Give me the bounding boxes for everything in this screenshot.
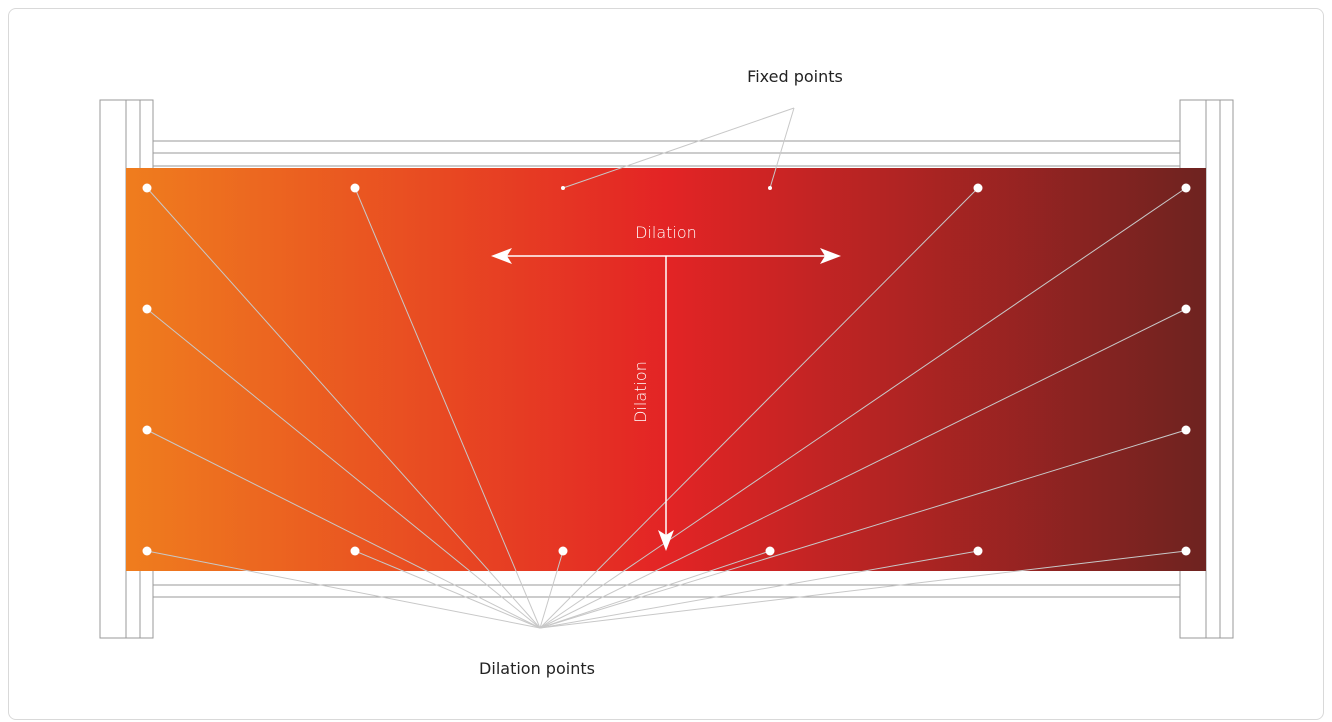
fixed-point xyxy=(768,186,772,190)
dilation-leader-lines xyxy=(146,187,1187,629)
dilation-point xyxy=(350,546,360,556)
dilation-point xyxy=(142,183,152,193)
dilation-point xyxy=(765,546,775,556)
dilation-point xyxy=(1181,183,1191,193)
dilation-point xyxy=(1181,304,1191,314)
dilation-points xyxy=(142,183,1191,556)
vertical-dilation-arrow xyxy=(658,256,674,551)
dilation-point xyxy=(142,425,152,435)
fixed-points xyxy=(561,186,772,190)
fixed-points-label: Fixed points xyxy=(747,67,843,86)
dilation-point xyxy=(973,183,983,193)
dilation-points-label: Dilation points xyxy=(479,659,595,678)
dilation-point xyxy=(973,546,983,556)
dilation-point xyxy=(1181,546,1191,556)
dilation-horizontal-label: Dilation xyxy=(635,223,697,242)
dilation-point xyxy=(558,546,568,556)
fixed-point xyxy=(561,186,565,190)
frame xyxy=(99,99,1234,639)
fixed-leader-lines xyxy=(562,107,795,189)
dilation-point xyxy=(350,183,360,193)
dilation-point xyxy=(142,546,152,556)
dilation-vertical-label: Dilation xyxy=(631,361,650,423)
dilation-point xyxy=(142,304,152,314)
dilation-point xyxy=(1181,425,1191,435)
